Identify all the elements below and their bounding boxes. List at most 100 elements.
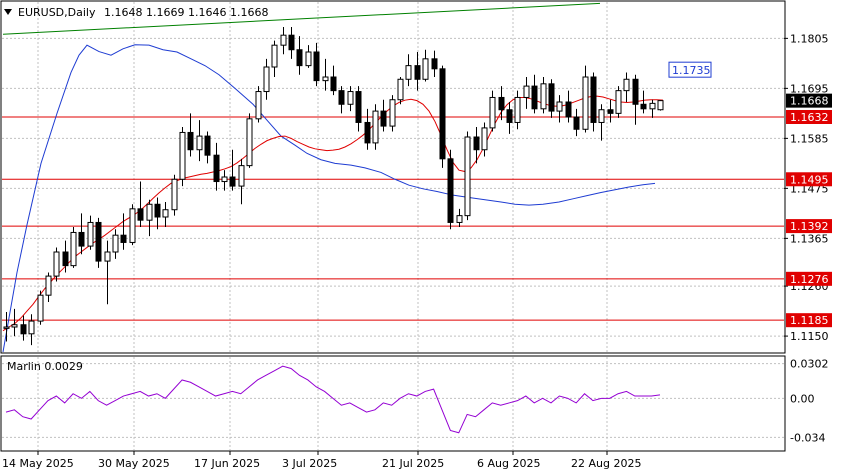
candle[interactable] [607, 99, 614, 123]
green-trendline[interactable] [2, 2, 601, 35]
candle[interactable] [45, 272, 52, 302]
candle[interactable] [11, 308, 18, 337]
candle[interactable] [87, 215, 94, 250]
ma-red-line[interactable] [2, 95, 664, 332]
candle[interactable] [162, 202, 169, 227]
candle[interactable] [464, 131, 471, 221]
candle[interactable] [649, 99, 656, 118]
candle[interactable] [355, 86, 362, 132]
candle[interactable] [313, 42, 320, 87]
candle[interactable] [120, 213, 127, 250]
candles[interactable] [3, 27, 664, 346]
candle[interactable] [347, 86, 354, 112]
candle[interactable] [623, 72, 630, 102]
candle[interactable] [280, 27, 287, 55]
candle[interactable] [439, 65, 446, 168]
candle[interactable] [590, 72, 597, 132]
candle[interactable] [540, 77, 547, 114]
candle[interactable] [389, 95, 396, 132]
candle[interactable] [305, 45, 312, 68]
main-grid [2, 2, 784, 450]
candle[interactable] [171, 174, 178, 216]
candle[interactable] [514, 90, 521, 130]
candle-body [422, 58, 429, 80]
ma-blue-value-box [668, 61, 712, 78]
candle[interactable] [28, 314, 35, 346]
candle-body [62, 251, 69, 267]
candle[interactable] [154, 197, 161, 230]
candle[interactable] [179, 127, 186, 187]
candle[interactable] [271, 40, 278, 77]
candle[interactable] [213, 142, 220, 191]
candle[interactable] [456, 208, 463, 227]
candle[interactable] [657, 100, 664, 111]
candle[interactable] [78, 213, 85, 255]
candle[interactable] [95, 217, 102, 268]
candle-body [78, 231, 85, 247]
candle[interactable] [129, 204, 136, 246]
candle[interactable] [137, 181, 144, 227]
candle[interactable] [531, 74, 538, 114]
candle[interactable] [322, 58, 329, 91]
candle[interactable] [615, 86, 622, 118]
candle[interactable] [204, 131, 211, 164]
candle[interactable] [70, 227, 77, 268]
candle[interactable] [364, 108, 371, 150]
candle[interactable] [246, 113, 253, 168]
candle[interactable] [3, 312, 10, 342]
candle[interactable] [573, 108, 580, 137]
candle-body [288, 34, 295, 51]
candle[interactable] [556, 95, 563, 123]
triangle-down-icon[interactable] [4, 9, 12, 15]
candle[interactable] [632, 74, 639, 125]
candle[interactable] [296, 36, 303, 75]
candle[interactable] [598, 104, 605, 141]
candle[interactable] [489, 90, 496, 132]
candle[interactable] [196, 120, 203, 162]
candle[interactable] [380, 99, 387, 132]
candle[interactable] [187, 113, 194, 157]
candle[interactable] [62, 240, 69, 273]
candle-body [531, 85, 538, 110]
ma-blue-line[interactable] [2, 44, 656, 353]
candle[interactable] [405, 54, 412, 87]
candle[interactable] [498, 86, 505, 121]
candle-body [112, 234, 119, 253]
candle-body [271, 44, 278, 68]
candle[interactable] [229, 149, 236, 191]
level-price-box [786, 172, 832, 187]
candle[interactable] [338, 86, 345, 114]
candle[interactable] [238, 158, 245, 205]
candle[interactable] [221, 170, 228, 191]
x-tick-label: 14 May 2025 [2, 457, 74, 470]
candle-body [87, 221, 94, 247]
candle[interactable] [397, 77, 404, 105]
candle[interactable] [53, 247, 60, 282]
candle[interactable] [431, 50, 438, 77]
candle[interactable] [112, 229, 119, 259]
candle[interactable] [422, 49, 429, 82]
y-tick-label: 1.1150 [790, 330, 829, 343]
candle[interactable] [447, 149, 454, 230]
candle[interactable] [548, 79, 555, 118]
candle[interactable] [414, 52, 421, 91]
candle[interactable] [640, 90, 647, 114]
candle[interactable] [20, 315, 27, 341]
candle[interactable] [104, 240, 111, 305]
candle[interactable] [506, 102, 513, 134]
candle[interactable] [481, 122, 488, 157]
candle[interactable] [523, 77, 530, 109]
candle[interactable] [288, 27, 295, 59]
candle-body [548, 83, 555, 112]
candle-body [431, 58, 438, 70]
marlin-line[interactable] [5, 365, 661, 434]
candle[interactable] [255, 86, 262, 123]
candle[interactable] [146, 199, 153, 237]
candle[interactable] [372, 104, 379, 150]
candle[interactable] [473, 127, 480, 164]
candle[interactable] [263, 58, 270, 100]
candle[interactable] [565, 90, 572, 123]
candle[interactable] [582, 65, 589, 133]
candle[interactable] [37, 290, 44, 325]
candle[interactable] [330, 65, 337, 96]
